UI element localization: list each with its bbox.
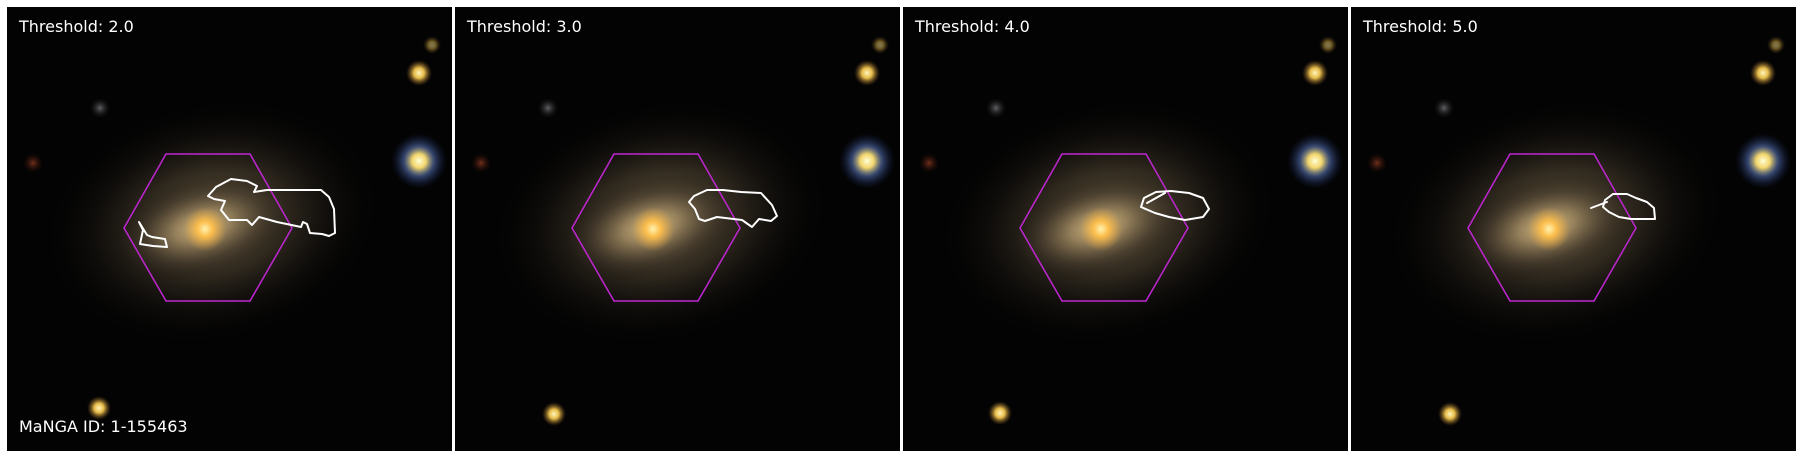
contour-fragment [1146, 192, 1166, 204]
contour-secondary [138, 221, 168, 248]
panel-label: Threshold: 5.0 [1363, 17, 1478, 36]
faint-star [986, 98, 1006, 118]
ifu-hexagon [123, 153, 293, 302]
contour-main [688, 189, 778, 228]
bright-star [1287, 133, 1343, 189]
faint-star [1367, 153, 1387, 173]
ifu-hexagon [1467, 153, 1637, 302]
star [871, 36, 889, 54]
faint-star [23, 153, 43, 173]
galaxy-image [1351, 7, 1796, 451]
star [1750, 60, 1776, 86]
contour-main [1140, 190, 1210, 221]
star [1302, 60, 1328, 86]
panel-threshold-5: Threshold: 5.0 [1351, 7, 1796, 451]
star [1319, 36, 1337, 54]
panel-threshold-3: Threshold: 3.0 [455, 7, 900, 451]
galaxy-core [183, 207, 227, 251]
star [542, 402, 566, 426]
ifu-hexagon [571, 153, 741, 302]
bright-star [1735, 133, 1791, 189]
star [1767, 36, 1785, 54]
faint-star [471, 153, 491, 173]
bright-star [391, 133, 447, 189]
star [854, 60, 880, 86]
galaxy-image [7, 7, 452, 451]
star [87, 396, 111, 420]
star [988, 401, 1012, 425]
contour-fragment [1590, 201, 1608, 209]
contour-main [1602, 193, 1656, 220]
faint-star [538, 98, 558, 118]
star [406, 60, 432, 86]
manga-id-label: MaNGA ID: 1-155463 [19, 417, 188, 436]
galaxy-image [455, 7, 900, 451]
galaxy-core [1527, 207, 1571, 251]
panel-label: Threshold: 4.0 [915, 17, 1030, 36]
panel-threshold-4: Threshold: 4.0 [903, 7, 1348, 451]
ifu-hexagon [1019, 153, 1189, 302]
galaxy-image [903, 7, 1348, 451]
star [1438, 402, 1462, 426]
faint-star [919, 153, 939, 173]
galaxy-core [1079, 207, 1123, 251]
panel-label: Threshold: 2.0 [19, 17, 134, 36]
panel-label: Threshold: 3.0 [467, 17, 582, 36]
panel-threshold-2: Threshold: 2.0 MaNGA ID: 1-155463 [7, 7, 452, 451]
contour-main [207, 178, 336, 237]
star [423, 36, 441, 54]
faint-star [90, 98, 110, 118]
bright-star [839, 133, 895, 189]
faint-star [1434, 98, 1454, 118]
galaxy-core [631, 207, 675, 251]
